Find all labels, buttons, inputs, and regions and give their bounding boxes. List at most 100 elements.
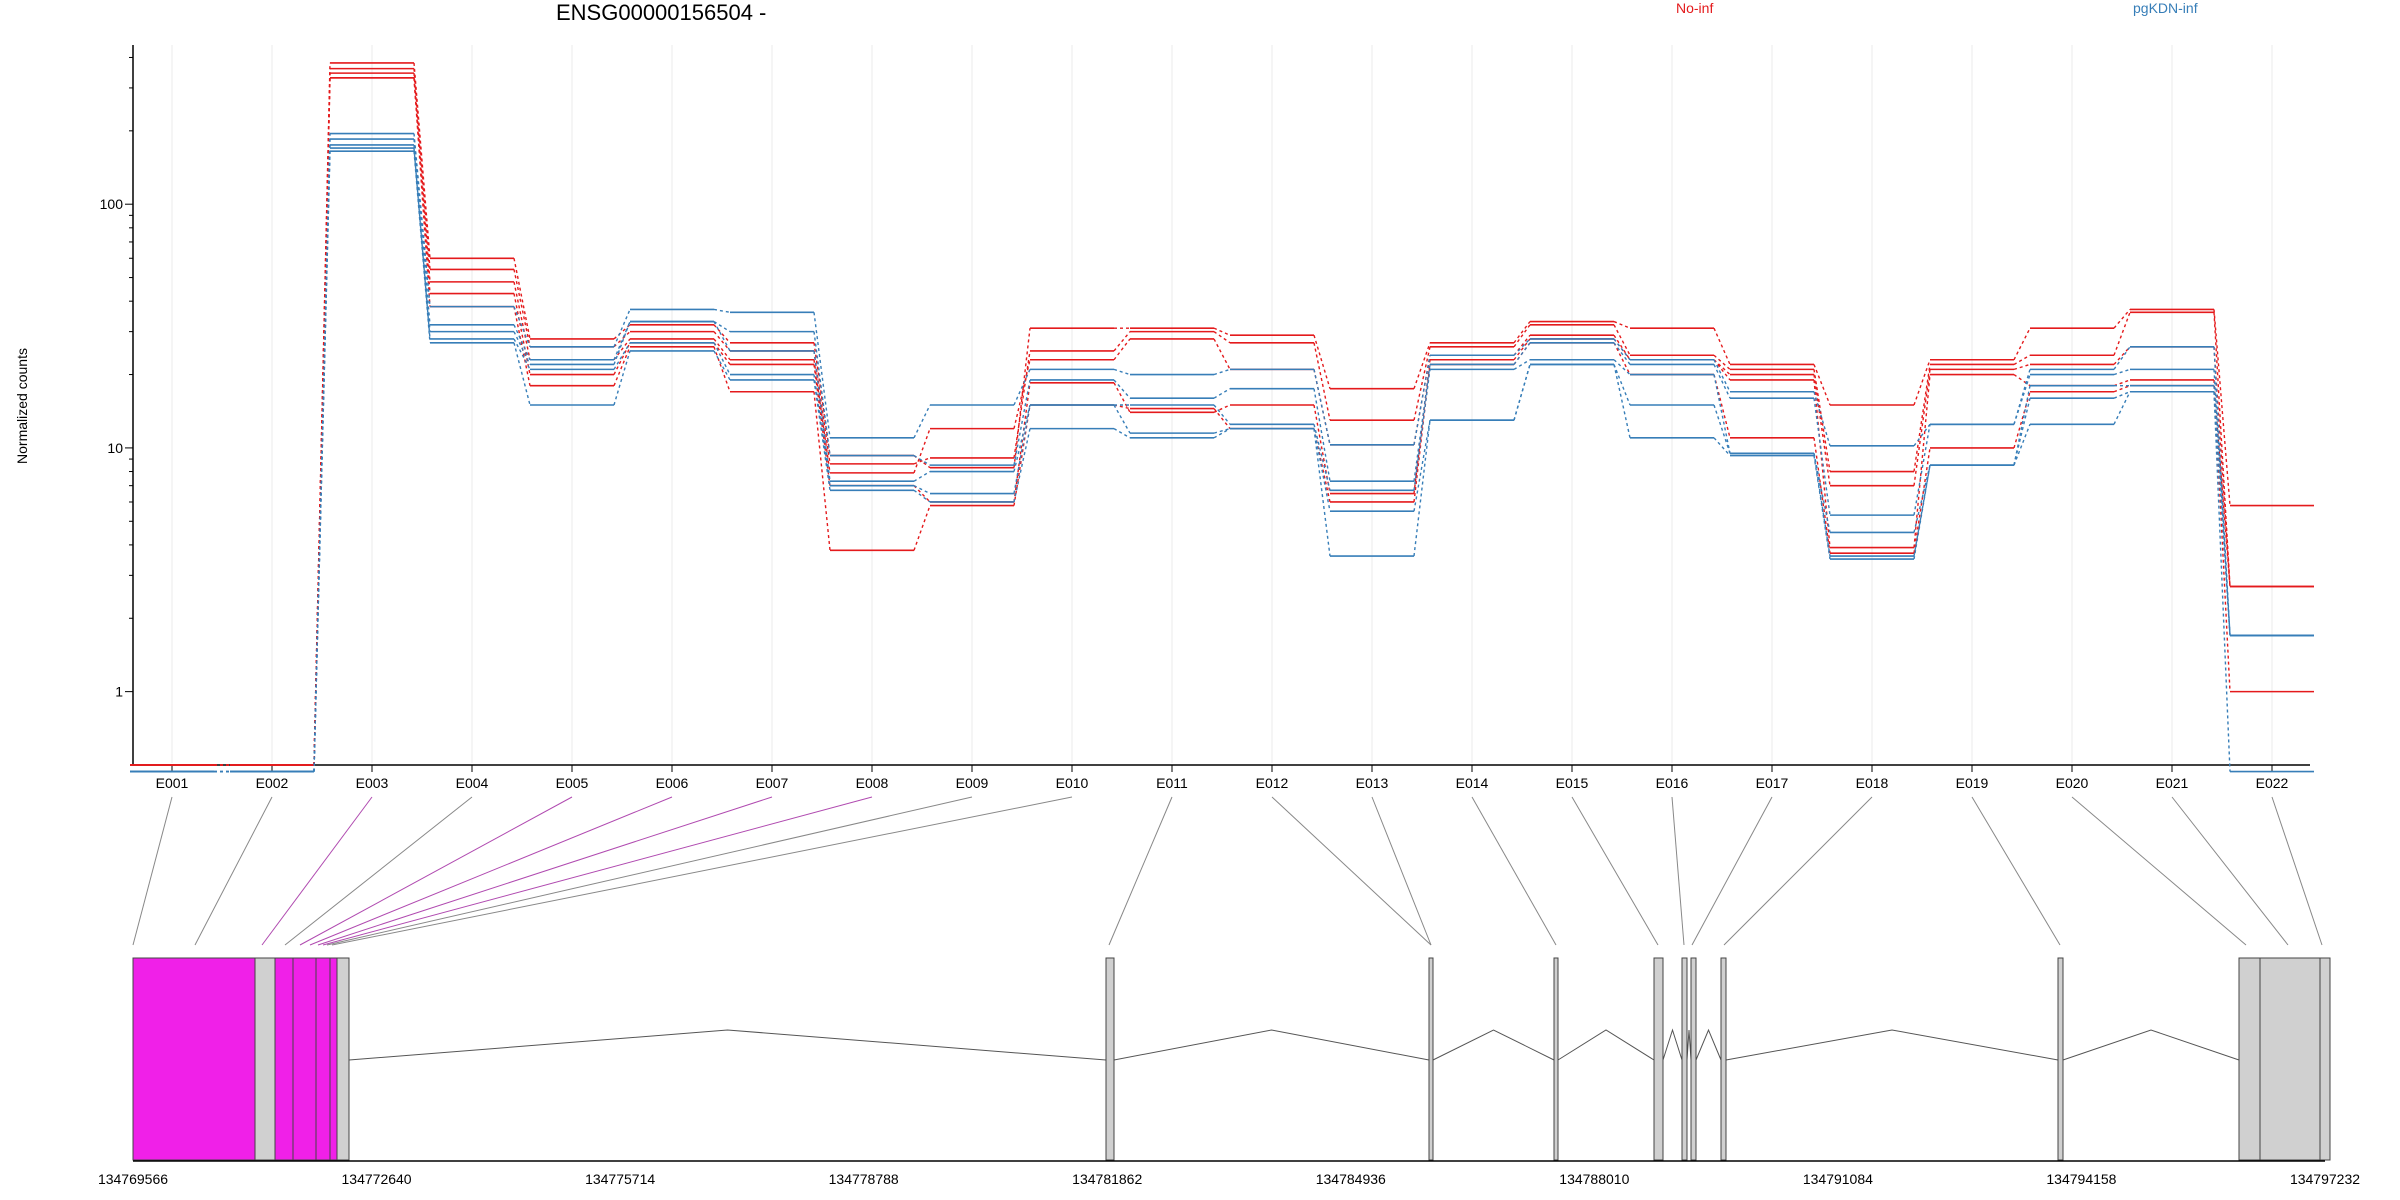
exon-connector <box>513 331 531 365</box>
exon-connector <box>1113 338 1131 361</box>
exon-connector <box>913 485 931 495</box>
exon-connector <box>1713 437 1731 457</box>
x-tick-label: E011 <box>1156 775 1188 791</box>
exon-connector <box>513 293 531 375</box>
exon-box <box>315 957 331 1161</box>
exon-connector <box>1013 404 1031 494</box>
exon-connector <box>2013 374 2031 425</box>
exon-connector <box>1513 364 1531 421</box>
y-tick-label: 1 <box>115 684 123 700</box>
x-tick-label: E007 <box>756 775 789 791</box>
exon-connector <box>1713 364 1731 399</box>
exon-connector <box>613 324 631 340</box>
exon-connector <box>1813 364 1831 406</box>
exon-connector <box>1713 374 1731 454</box>
exon-connector <box>1913 423 1931 447</box>
exon-connector <box>2013 363 2031 371</box>
x-tick-label: E010 <box>1056 775 1089 791</box>
series-No-inf <box>130 62 2314 766</box>
x-tick-label: E013 <box>1356 775 1389 791</box>
legend-pgkdn-inf: pgKDN-inf <box>2133 0 2198 16</box>
x-tick-label: E019 <box>1956 775 1989 791</box>
exon-connector <box>713 308 731 314</box>
intron-line <box>2062 1029 2240 1061</box>
exon-connector <box>813 379 831 491</box>
exon-connector <box>1113 404 1131 434</box>
intron-line <box>1662 1028 1683 1061</box>
exon-connector <box>1613 324 1631 356</box>
exon-connector <box>413 77 431 307</box>
exon-connector <box>1213 427 1231 434</box>
x-tick-label: E005 <box>556 775 589 791</box>
exon-connector <box>1213 388 1231 399</box>
exon-box <box>1553 957 1559 1161</box>
exon-connector <box>1913 369 1931 486</box>
exon-mapping-line <box>132 796 173 946</box>
exon-connector <box>513 306 531 348</box>
genomic-tick-label: 134772640 <box>342 1171 412 1187</box>
genomic-tick-label: 134781862 <box>1072 1171 1142 1187</box>
exon-box <box>2057 957 2064 1161</box>
exon-connector <box>1513 342 1531 365</box>
exon-connector <box>1413 420 1431 557</box>
exon-mapping-line <box>1691 796 1773 946</box>
exon-mapping-line <box>1971 796 2061 946</box>
x-tick-label: E006 <box>656 775 689 791</box>
exon-connector <box>1313 342 1331 421</box>
x-tick-label: E002 <box>256 775 289 791</box>
exon-mapping-line <box>1671 796 1685 946</box>
genomic-tick-label: 134794158 <box>2046 1171 2116 1187</box>
exon-connector <box>1613 359 1631 376</box>
exon-connector <box>513 281 531 360</box>
x-tick-label: E022 <box>2256 775 2289 791</box>
exon-connector <box>513 269 531 347</box>
exon-connector <box>1913 364 1931 472</box>
exon-connector <box>1813 374 1831 486</box>
exon-connector <box>413 73 431 282</box>
x-tick-label: E017 <box>1756 775 1789 791</box>
exon-connector <box>2013 391 2031 449</box>
x-tick-label: E009 <box>956 775 989 791</box>
exon-connector <box>813 391 831 551</box>
exon-box <box>1720 957 1727 1161</box>
exon-connector <box>1213 331 1231 344</box>
exon-connector <box>1013 428 1031 503</box>
exon-box <box>132 957 256 1161</box>
exon-connector <box>1913 359 1931 406</box>
exon-connector <box>613 342 631 370</box>
exon-connector <box>713 321 731 352</box>
x-tick-label: E012 <box>1256 775 1289 791</box>
exon-box <box>1681 957 1688 1161</box>
exon-connector <box>2113 308 2131 329</box>
exon-connector <box>2113 391 2131 425</box>
exon-connector <box>2113 346 2131 370</box>
exon-mapping-line <box>1108 796 1173 946</box>
exon-connector <box>913 428 931 474</box>
exon-connector <box>2113 346 2131 365</box>
exon-mapping-line <box>1471 796 1557 946</box>
exon-connector <box>713 324 731 344</box>
exon-mapping-line <box>1571 796 1659 946</box>
exon-connector <box>1413 364 1431 482</box>
exon-mapping-line <box>261 796 373 946</box>
exon-connector <box>613 331 631 348</box>
exon-mapping-line <box>322 796 873 946</box>
exon-connector <box>2113 312 2131 356</box>
exon-connector <box>1013 379 1031 466</box>
exon-connector <box>1213 404 1231 425</box>
exon-mapping-line <box>309 796 673 946</box>
exon-box <box>1653 957 1664 1161</box>
exon-connector <box>1413 369 1431 491</box>
exon-box <box>2259 957 2321 1161</box>
exon-connector <box>1413 346 1431 421</box>
exon-connector <box>713 342 731 365</box>
exon-connector <box>813 342 831 456</box>
exon-connector <box>1813 379 1831 548</box>
legend-no-inf: No-inf <box>1676 0 1714 16</box>
exon-box <box>1428 957 1434 1161</box>
exon-connector <box>1113 331 1131 352</box>
exon-mapping-line <box>1371 796 1432 946</box>
exon-connector <box>2113 379 2131 387</box>
exon-connector <box>813 364 831 486</box>
exon-connector <box>1013 369 1031 406</box>
